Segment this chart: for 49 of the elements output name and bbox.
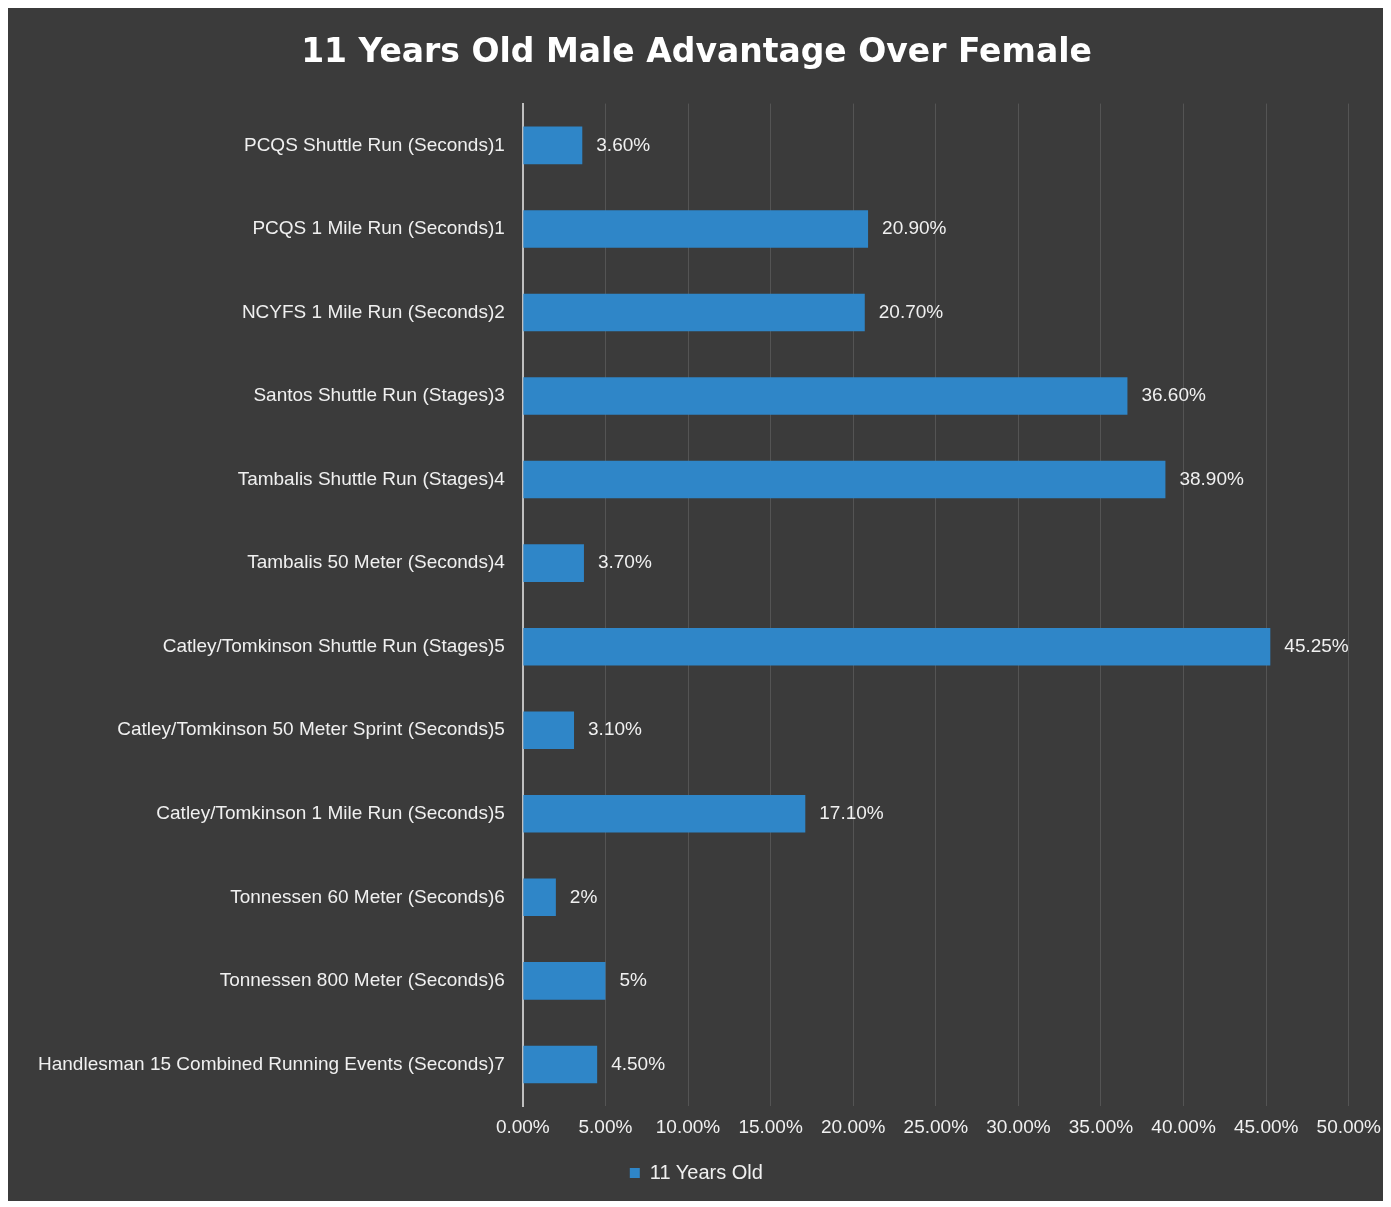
- bar: [523, 627, 1271, 666]
- data-label: 20.70%: [878, 300, 944, 322]
- y-tick-label: Santos Shuttle Run (Stages)3: [253, 384, 505, 406]
- chart-title: 11 Years Old Male Advantage Over Female: [301, 31, 1092, 71]
- x-tick-label: 10.00%: [655, 1115, 721, 1137]
- x-tick-label: 25.00%: [903, 1115, 969, 1137]
- bar: [523, 293, 865, 332]
- x-tick-label: 30.00%: [986, 1115, 1051, 1137]
- bar: [523, 460, 1166, 499]
- x-tick-label: 50.00%: [1316, 1115, 1382, 1137]
- x-tick-label: 45.00%: [1233, 1115, 1299, 1137]
- data-label: 3.10%: [588, 718, 643, 740]
- data-label: 2%: [569, 885, 598, 907]
- y-tick-label: Tonnessen 800 Meter (Seconds)6: [219, 969, 505, 991]
- bar: [523, 126, 583, 165]
- y-tick-label: Catley/Tomkinson 1 Mile Run (Seconds)5: [156, 802, 505, 824]
- y-tick-label: Handlesman 15 Combined Running Events (Seconds)7: [38, 1052, 505, 1074]
- bar: [523, 878, 556, 917]
- data-label: 3.70%: [597, 551, 652, 573]
- bar: [523, 377, 1128, 415]
- bar: [523, 1045, 598, 1084]
- x-tick-label: 15.00%: [738, 1115, 803, 1137]
- y-tick-label: Tambalis Shuttle Run (Stages)4: [237, 467, 506, 489]
- bar: [523, 711, 575, 750]
- x-tick-label: 0.00%: [495, 1115, 550, 1137]
- bar: [523, 962, 606, 1000]
- x-tick-label: 5.00%: [578, 1115, 633, 1137]
- data-label: 3.60%: [596, 133, 651, 155]
- bar: [523, 794, 806, 833]
- y-tick-label: Catley/Tomkinson 50 Meter Sprint (Seconds)5: [117, 718, 505, 740]
- x-tick-label: 20.00%: [820, 1115, 886, 1137]
- y-tick-label: PCQS 1 Mile Run (Seconds)1: [252, 217, 505, 239]
- y-tick-label: Tonnessen 60 Meter (Seconds)6: [230, 885, 505, 907]
- x-tick-label: 40.00%: [1151, 1115, 1216, 1137]
- y-tick-label: Catley/Tomkinson Shuttle Run (Stages)5: [162, 634, 505, 656]
- data-label: 20.90%: [882, 217, 947, 239]
- data-label: 17.10%: [819, 802, 884, 824]
- y-tick-label: Tambalis 50 Meter (Seconds)4: [247, 551, 506, 573]
- bar: [523, 544, 584, 582]
- x-tick-label: 35.00%: [1068, 1115, 1134, 1137]
- y-tick-label: NCYFS 1 Mile Run (Seconds)2: [241, 300, 505, 322]
- data-label: 36.60%: [1141, 384, 1206, 406]
- data-label: 45.25%: [1284, 634, 1349, 656]
- data-label: 5%: [619, 969, 647, 991]
- y-tick-label: PCQS Shuttle Run (Seconds)1: [243, 133, 505, 155]
- data-label: 38.90%: [1179, 467, 1244, 489]
- data-label: 4.50%: [611, 1052, 666, 1074]
- bar: [523, 210, 869, 248]
- legend-label: 11 Years Old: [649, 1160, 763, 1183]
